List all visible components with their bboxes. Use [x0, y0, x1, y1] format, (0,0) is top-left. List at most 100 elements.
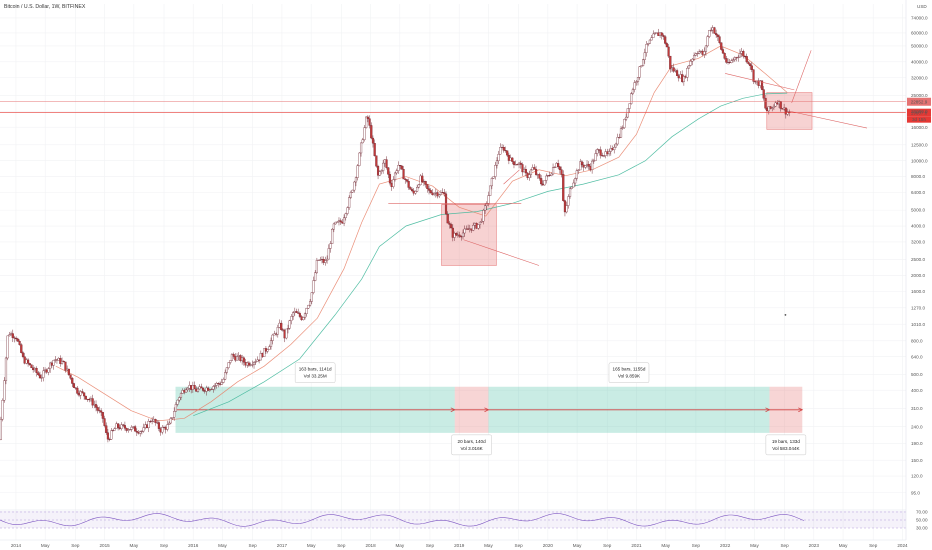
price-level-label: 22852.9: [911, 99, 928, 104]
candle-body: [480, 221, 483, 223]
candle-body: [178, 397, 181, 401]
candle-body: [433, 193, 436, 195]
candle-body: [580, 161, 584, 166]
candle-body: [91, 398, 94, 406]
candle-body: [366, 116, 369, 119]
candle-body: [184, 389, 188, 393]
trend-line[interactable]: [463, 239, 540, 266]
price-axis-tick-label: 1600.0: [911, 289, 925, 294]
candle-body: [186, 387, 189, 391]
candle-body: [461, 232, 465, 238]
candle-body: [716, 34, 719, 37]
candle-body: [645, 43, 648, 53]
indicator-line: [0, 513, 805, 527]
candle-body: [309, 301, 312, 306]
time-axis-tick-label: Sep: [337, 543, 346, 548]
candle-body: [529, 169, 533, 175]
candle-body: [647, 43, 650, 45]
candle-body: [424, 181, 427, 185]
measure-label-box: [608, 362, 650, 383]
trend-line[interactable]: [725, 73, 795, 91]
candle-body: [101, 412, 104, 419]
candle-body: [123, 425, 126, 429]
price-axis-tick-label: 95.0: [911, 490, 920, 495]
candle-body: [429, 190, 432, 193]
candle-body: [331, 229, 334, 244]
candle-body: [730, 60, 733, 63]
candle-body: [280, 322, 283, 330]
candle-body: [200, 386, 203, 389]
candle-body: [292, 312, 295, 317]
candle-body: [687, 65, 691, 69]
candle-body: [117, 423, 120, 428]
candle-body: [247, 362, 251, 366]
candle-body: [130, 426, 133, 430]
candle-body: [575, 170, 578, 179]
candle-body: [193, 385, 196, 390]
candle-body: [64, 361, 67, 371]
candle-body: [786, 111, 789, 115]
candle-body: [451, 227, 454, 238]
price-level-label: 19607.0: [911, 110, 928, 115]
candle-body: [72, 383, 76, 388]
time-axis-tick-label: 2016: [188, 543, 199, 548]
candle-body: [625, 116, 628, 120]
candle-body: [385, 159, 388, 168]
candle-body: [346, 207, 349, 214]
candle-body: [351, 189, 354, 193]
candle-body: [407, 181, 410, 188]
candle-body: [327, 248, 330, 260]
time-axis-tick-label: May: [218, 543, 227, 548]
candle-body: [196, 388, 200, 392]
candle-body: [387, 167, 390, 175]
candle-body: [519, 162, 522, 165]
candle-body: [528, 174, 531, 178]
candle-body: [618, 137, 621, 139]
price-axis-tick-label: 25000.0: [911, 93, 928, 98]
candle-body: [691, 58, 694, 62]
candle-body: [698, 51, 701, 54]
candle-body: [640, 65, 643, 67]
trend-line[interactable]: [791, 50, 812, 103]
price-axis-tick-label: 310.0: [911, 406, 923, 411]
measure-label-text: 20 bars, 140d: [458, 439, 487, 444]
candle-body: [359, 142, 363, 154]
candle-body: [692, 55, 696, 60]
candle-body: [269, 340, 273, 347]
countdown-tag: [907, 116, 931, 123]
measure-label-box: [294, 362, 336, 383]
candle-body: [669, 55, 672, 70]
symbol-title: Bitcoin / U.S. Dollar, 1W, BITFINEX: [4, 4, 86, 10]
price-axis-tick-label: 12500.0: [911, 142, 928, 147]
price-axis-tick-label: 120.0: [911, 474, 923, 479]
candle-body: [543, 180, 546, 186]
candle-body: [271, 334, 274, 341]
candle-body: [84, 395, 87, 400]
measure-label-text: 19 bars, 133d: [772, 439, 801, 444]
candle-body: [487, 195, 490, 204]
trend-line[interactable]: [789, 110, 868, 129]
countdown-label: 3d 15h: [912, 117, 926, 122]
time-axis-tick-label: May: [750, 543, 759, 548]
candle-body: [767, 106, 770, 112]
trend-line[interactable]: [503, 169, 520, 185]
candle-body: [213, 385, 217, 387]
candle-body: [562, 174, 565, 201]
candle-body: [774, 102, 777, 107]
zone-box[interactable]: [441, 204, 497, 266]
candle-body: [484, 205, 487, 211]
candle-body: [6, 335, 9, 359]
candle-body: [404, 178, 407, 180]
price-level-tag: [907, 108, 931, 117]
candle-body: [224, 372, 227, 380]
candle-body: [545, 175, 548, 181]
candle-body: [703, 51, 706, 55]
candle-body: [142, 427, 145, 432]
candle-body: [106, 432, 109, 440]
candle-body: [568, 188, 572, 197]
candle-body: [524, 169, 527, 174]
candle-body: [533, 167, 536, 170]
price-axis-tick-label: 500.0: [911, 372, 923, 377]
